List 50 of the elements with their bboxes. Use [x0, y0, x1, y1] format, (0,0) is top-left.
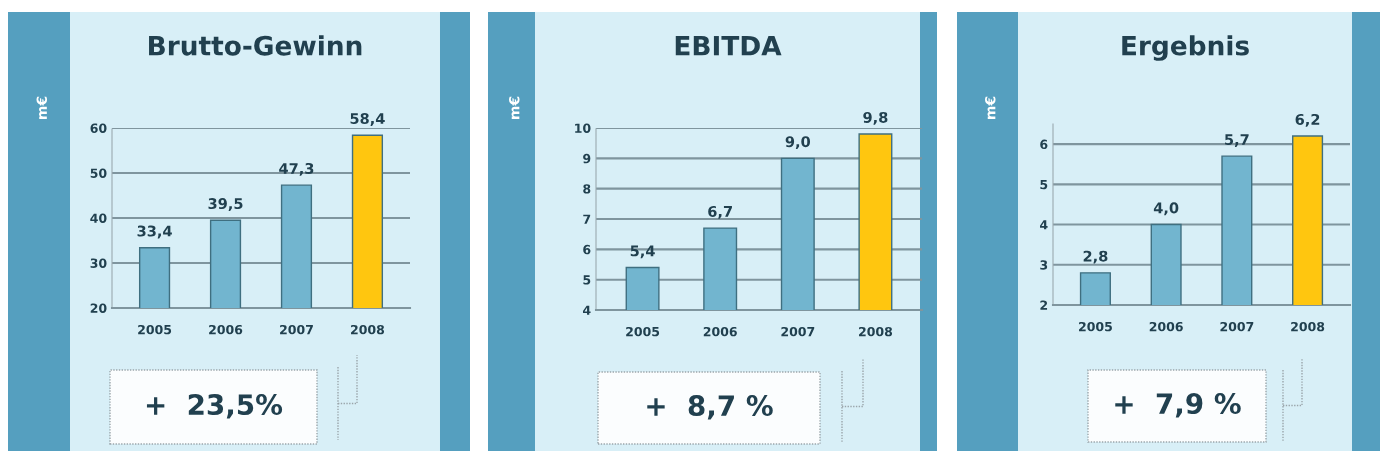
y-tick-label: 4 — [1040, 220, 1048, 230]
x-tick-label: 2006 — [209, 324, 243, 335]
y-axis-title: m€ — [509, 96, 520, 119]
x-tick-label: 2005 — [138, 324, 172, 335]
y-tick-label: 8 — [583, 184, 591, 194]
data-label: 5,4 — [630, 245, 655, 259]
data-label: 33,4 — [137, 225, 172, 239]
y-tick-label: 20 — [90, 303, 107, 313]
x-tick-label: 2006 — [703, 326, 737, 337]
y-tick-label: 50 — [90, 168, 107, 178]
y-tick-label: 10 — [575, 123, 591, 133]
chart-title: Brutto-Gewinn — [149, 35, 362, 56]
text: + 8,7 % — [647, 395, 773, 420]
x-tick-label: 2006 — [1149, 321, 1183, 332]
data-label: 58,4 — [350, 113, 385, 126]
y-tick-label: 6 — [1040, 139, 1048, 150]
y-tick-label: 5 — [1040, 179, 1048, 190]
y-tick-label: 6 — [583, 244, 591, 255]
data-label: 9,0 — [785, 136, 811, 150]
x-tick-label: 2007 — [781, 326, 815, 337]
data-label: 39,5 — [208, 198, 243, 211]
text: + 23,5% — [146, 394, 283, 419]
y-tick-label: 9 — [583, 153, 591, 164]
y-tick-label: 5 — [583, 275, 591, 285]
data-label: 4,0 — [1153, 202, 1179, 216]
y-axis-title: m€ — [985, 96, 996, 119]
y-tick-label: 7 — [583, 214, 591, 224]
y-tick-label: 4 — [583, 305, 591, 315]
y-tick-label: 40 — [90, 213, 107, 223]
data-label: 6,2 — [1295, 113, 1320, 127]
x-tick-label: 2008 — [351, 324, 385, 335]
x-tick-label: 2008 — [1291, 321, 1325, 332]
chart-title: EBITDA — [675, 36, 782, 56]
chart-title: Ergebnis — [1122, 35, 1249, 61]
y-tick-label: 2 — [1040, 300, 1048, 310]
y-axis-title: m€ — [36, 96, 48, 119]
data-label: 9,8 — [863, 111, 888, 125]
x-tick-label: 2005 — [626, 326, 660, 337]
y-tick-label: 3 — [1040, 260, 1048, 270]
text: + 7,9 % — [1115, 393, 1241, 418]
data-label: 2,8 — [1083, 250, 1108, 264]
y-tick-label: 30 — [90, 258, 107, 268]
x-tick-label: 2005 — [1079, 321, 1112, 332]
x-tick-label: 2007 — [1220, 321, 1254, 332]
data-label: 6,7 — [708, 205, 732, 219]
data-label: 47,3 — [279, 162, 314, 176]
x-tick-label: 2008 — [859, 326, 893, 337]
data-label: 5,7 — [1225, 134, 1249, 147]
x-tick-label: 2007 — [280, 324, 313, 335]
y-tick-label: 60 — [90, 123, 107, 133]
